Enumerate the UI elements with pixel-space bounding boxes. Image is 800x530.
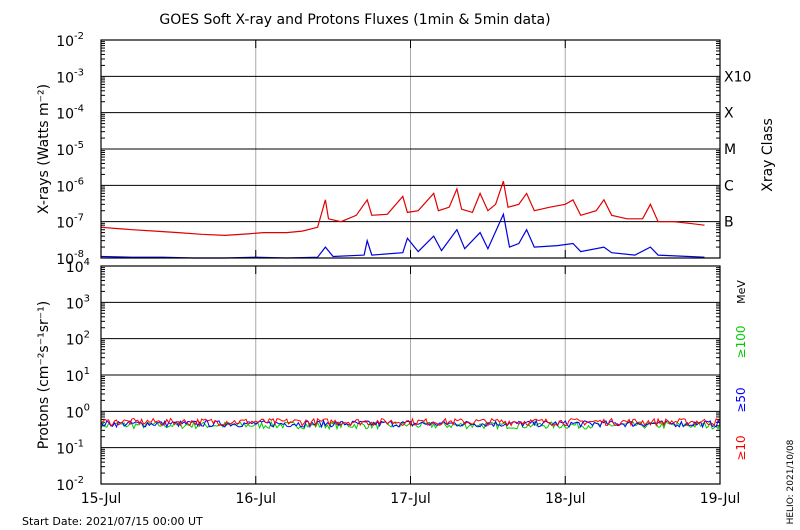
y-tick-label: 10-6 — [56, 176, 84, 195]
y-tick-label: 101 — [66, 366, 90, 385]
y-tick-label: 104 — [66, 257, 90, 276]
helio-stamp: HELIO: 2021/10/08 — [786, 439, 796, 524]
y-tick-label: 10-2 — [56, 31, 84, 50]
y-tick-label: 10-3 — [56, 67, 84, 86]
chart-title: GOES Soft X-ray and Protons Fluxes (1min… — [159, 12, 550, 28]
proton-series-line — [100, 417, 721, 428]
y-axis-label: Protons (cm⁻²s⁻¹sr⁻¹) — [36, 301, 52, 450]
proton-unit-label: MeV — [735, 280, 748, 304]
y-tick-label: 10-2 — [56, 475, 84, 494]
y-axis-label: X-rays (Watts m⁻²) — [36, 84, 52, 214]
proton-legend-label: ≥100 — [734, 326, 748, 359]
proton-legend-label: ≥10 — [734, 435, 748, 460]
proton-legend-label: ≥50 — [734, 387, 748, 412]
y-tick-label: 100 — [66, 402, 90, 421]
xray-class-label: B — [724, 215, 734, 231]
xray-class-label: X — [724, 106, 734, 122]
xray-class-label: X10 — [724, 69, 751, 85]
y-tick-label: 10-5 — [56, 140, 84, 159]
y-tick-label: 10-7 — [56, 213, 84, 232]
xray-class-label: C — [724, 178, 734, 194]
y-tick-label: 103 — [66, 293, 90, 312]
x-tick-label: 17-Jul — [390, 491, 431, 507]
y-tick-label: 10-8 — [56, 249, 84, 268]
start-date-label: Start Date: 2021/07/15 00:00 UT — [22, 515, 203, 528]
x-tick-label: 15-Jul — [81, 491, 122, 507]
x-tick-label: 19-Jul — [700, 491, 741, 507]
x-tick-label: 16-Jul — [235, 491, 276, 507]
y-tick-label: 10-1 — [56, 439, 84, 458]
xray-class-label: M — [724, 142, 736, 158]
xray-series-line — [100, 181, 705, 237]
y-tick-label: 10-4 — [56, 104, 84, 123]
xray-series-line — [100, 212, 705, 259]
xray-class-axis-title: Xray Class — [760, 118, 776, 192]
x-tick-label: 18-Jul — [545, 491, 586, 507]
y-tick-label: 102 — [66, 330, 90, 349]
